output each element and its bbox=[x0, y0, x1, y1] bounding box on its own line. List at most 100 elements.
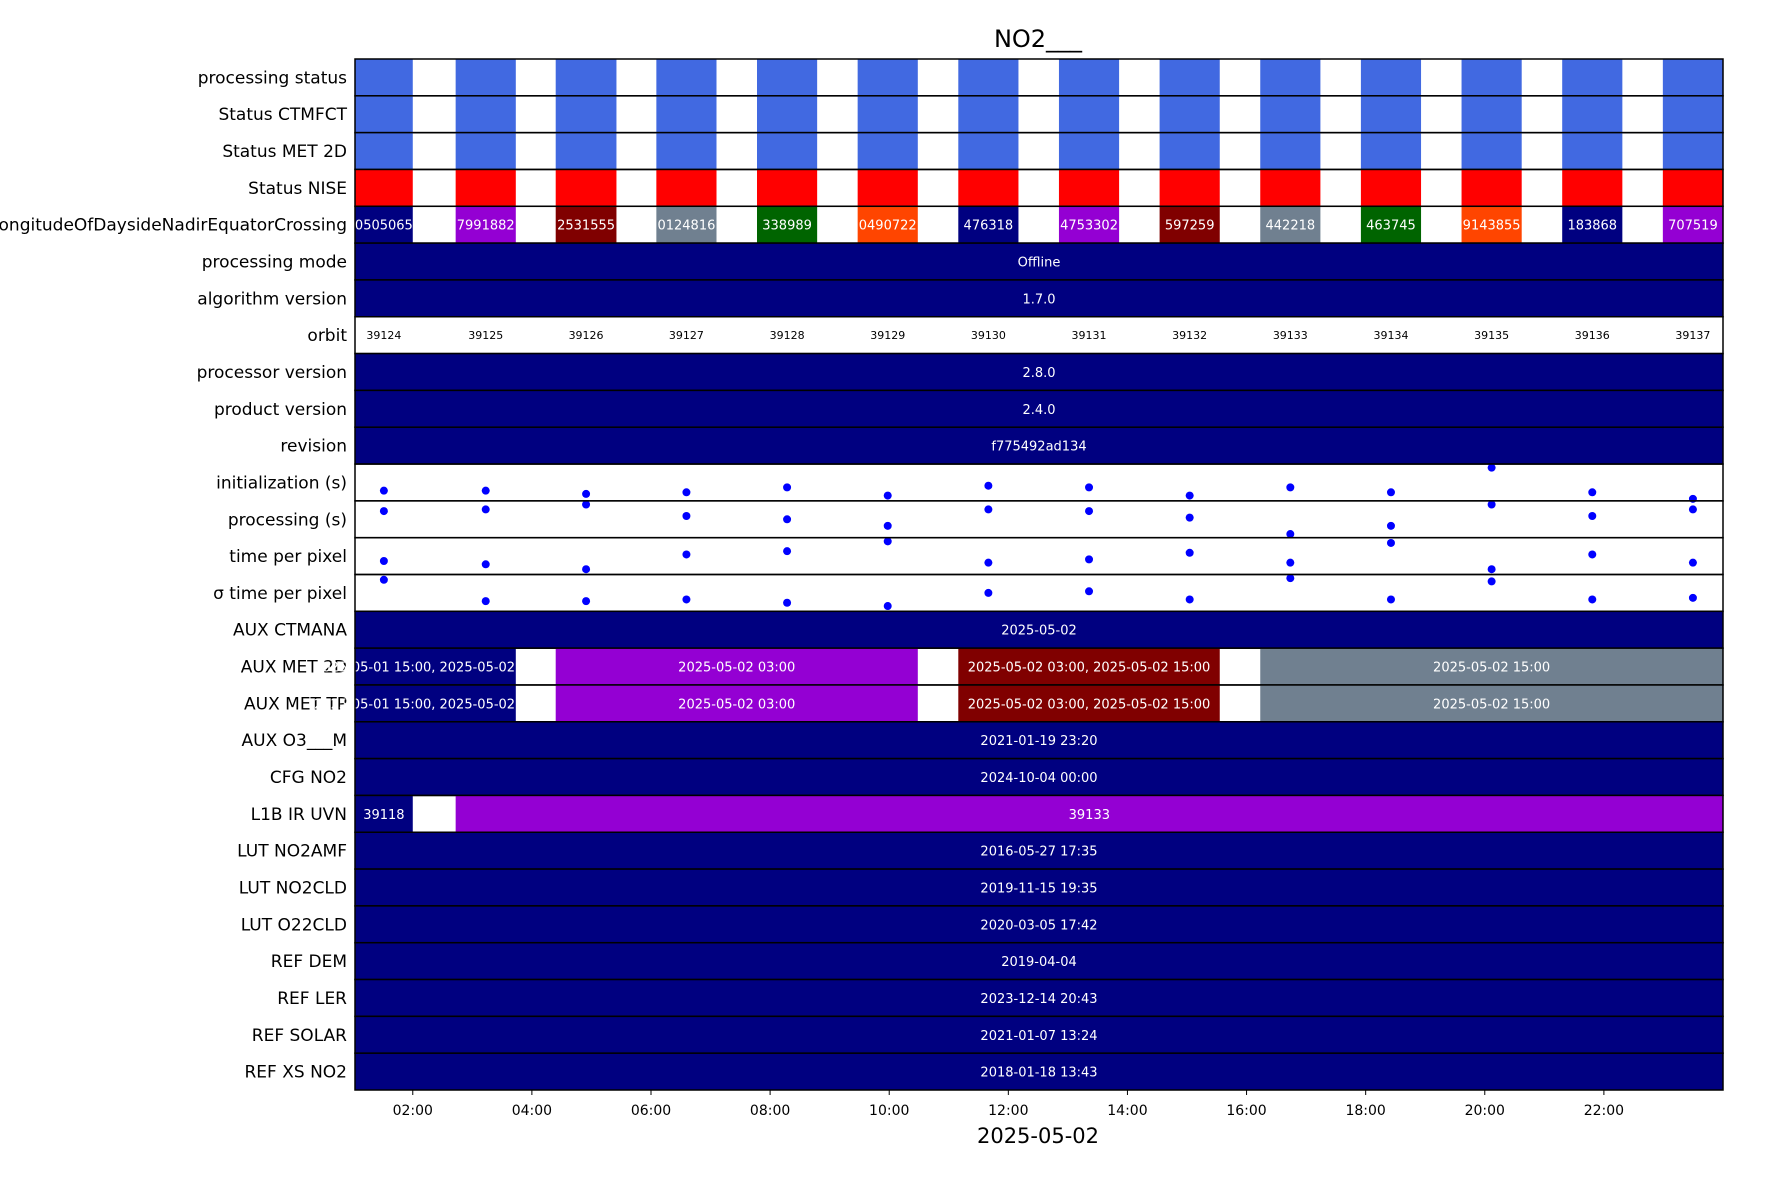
status-cell bbox=[1562, 95, 1623, 133]
status-cell bbox=[455, 132, 516, 170]
data-point bbox=[682, 488, 691, 497]
row-label: AUX O3___M bbox=[242, 731, 348, 751]
status-cell bbox=[958, 59, 1019, 96]
data-point bbox=[783, 515, 792, 524]
row-label: LUT NO2AMF bbox=[237, 842, 347, 862]
longitude-value: 476318 bbox=[964, 219, 1014, 234]
longitude-cell bbox=[1360, 206, 1422, 244]
row-frame bbox=[354, 316, 1724, 355]
longitude-value: 0124816 bbox=[657, 219, 715, 234]
bar-segment-label: 2025-05-01 15:00, 2025-05-02 03:00 bbox=[314, 697, 557, 712]
status-cell bbox=[656, 59, 717, 96]
data-point bbox=[1688, 494, 1697, 503]
status-cell bbox=[1461, 169, 1522, 207]
bar-segment bbox=[355, 243, 1723, 280]
data-point bbox=[883, 602, 892, 611]
status-cell bbox=[555, 132, 617, 170]
status-cell bbox=[1260, 59, 1321, 96]
bar-segment bbox=[355, 427, 1723, 465]
bar-segment bbox=[355, 353, 1723, 391]
status-cell bbox=[555, 59, 617, 96]
bar-segment bbox=[958, 648, 1220, 685]
longitude-cell bbox=[757, 206, 818, 244]
row-frame bbox=[354, 573, 1724, 613]
bar-segment-label: 2020-03-05 17:42 bbox=[980, 918, 1097, 933]
bar-segment-label: 2016-05-27 17:35 bbox=[980, 845, 1097, 860]
status-cell bbox=[757, 132, 818, 170]
x-tick-label: 20:00 bbox=[1465, 1103, 1505, 1119]
orbit-number: 39134 bbox=[1373, 329, 1408, 342]
orbit-number: 39130 bbox=[971, 329, 1006, 342]
orbit-number: 39131 bbox=[1072, 329, 1107, 342]
row-label: σ time per pixel bbox=[213, 584, 347, 604]
row-frame bbox=[354, 1052, 1724, 1091]
status-cell bbox=[455, 59, 516, 96]
data-point bbox=[1185, 513, 1194, 522]
data-point bbox=[1688, 593, 1697, 602]
status-cell bbox=[1360, 132, 1422, 170]
orbit-number: 39135 bbox=[1474, 329, 1509, 342]
orbit-number: 39126 bbox=[569, 329, 604, 342]
bar-segment bbox=[355, 905, 1723, 943]
row-label: processor version bbox=[197, 363, 347, 383]
data-point bbox=[481, 505, 490, 514]
longitude-cell bbox=[656, 206, 717, 244]
bar-segment-label: 39133 bbox=[1069, 808, 1110, 823]
row-frame bbox=[354, 500, 1724, 539]
data-point bbox=[682, 595, 691, 604]
x-tick-label: 14:00 bbox=[1107, 1103, 1147, 1119]
orbit-number: 39125 bbox=[468, 329, 503, 342]
bar-segment bbox=[958, 684, 1220, 722]
x-tick-label: 08:00 bbox=[750, 1103, 790, 1119]
longitude-cell bbox=[555, 206, 617, 244]
longitude-value: 597259 bbox=[1165, 219, 1215, 234]
data-point bbox=[1286, 558, 1295, 567]
data-point bbox=[1085, 483, 1094, 492]
row-label: Status NISE bbox=[248, 179, 347, 199]
row-label: REF LER bbox=[277, 989, 347, 1009]
bar-segment-label: 2021-01-07 13:24 bbox=[980, 1029, 1097, 1044]
status-cell bbox=[958, 169, 1019, 207]
longitude-cell bbox=[857, 206, 918, 244]
data-point bbox=[582, 565, 591, 574]
bar-segment bbox=[355, 721, 1723, 759]
row-label: LUT NO2CLD bbox=[239, 878, 347, 898]
longitude-value: 338989 bbox=[762, 219, 812, 234]
longitude-value: 0490722 bbox=[859, 219, 917, 234]
data-point bbox=[883, 491, 892, 500]
data-point bbox=[481, 560, 490, 569]
row-frame bbox=[354, 463, 1724, 502]
data-point bbox=[1386, 521, 1395, 530]
bar-segment bbox=[555, 684, 918, 722]
data-point bbox=[984, 505, 993, 514]
bar-segment-label: 2.4.0 bbox=[1022, 403, 1055, 418]
bar-segment-label: 2018-01-18 13:43 bbox=[980, 1066, 1097, 1081]
bar-segment-label: 2019-04-04 bbox=[1001, 955, 1077, 970]
bar-segment-label: 2025-05-02 03:00, 2025-05-02 15:00 bbox=[968, 697, 1211, 712]
data-point bbox=[682, 511, 691, 520]
x-tick-label: 18:00 bbox=[1345, 1103, 1385, 1119]
longitude-value: 463745 bbox=[1366, 219, 1416, 234]
row-label: revision bbox=[280, 437, 347, 457]
bar-segment-label: 2025-05-02 bbox=[1001, 624, 1077, 639]
status-cell bbox=[355, 95, 413, 133]
bar-segment bbox=[355, 279, 1723, 317]
data-point bbox=[883, 521, 892, 530]
bar-segment-label: 2025-05-01 15:00, 2025-05-02 03:00 bbox=[314, 661, 557, 676]
longitude-value: 183868 bbox=[1567, 219, 1617, 234]
longitude-cell bbox=[1662, 206, 1723, 244]
status-cell bbox=[555, 95, 617, 133]
orbit-number: 39136 bbox=[1575, 329, 1610, 342]
bar-segment bbox=[355, 869, 1723, 906]
data-point bbox=[1386, 595, 1395, 604]
data-point bbox=[379, 557, 388, 566]
bar-segment-label: 2025-05-02 03:00 bbox=[678, 661, 795, 676]
bar-segment bbox=[455, 795, 1723, 833]
status-cell bbox=[1662, 169, 1723, 207]
longitude-value: 2531555 bbox=[557, 219, 615, 234]
status-cell bbox=[455, 95, 516, 133]
data-point bbox=[1688, 505, 1697, 514]
data-point bbox=[379, 575, 388, 584]
bar-segment-label: 1.7.0 bbox=[1022, 292, 1055, 307]
